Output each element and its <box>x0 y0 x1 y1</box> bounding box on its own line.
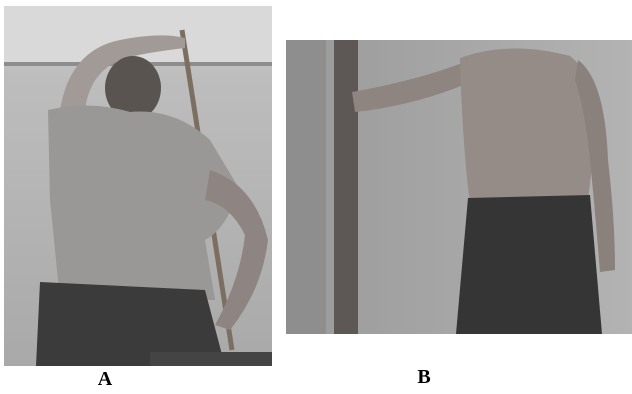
panel-label: B <box>417 366 430 388</box>
photo-a <box>4 6 272 366</box>
panel-label: A <box>98 368 113 390</box>
photo-b <box>286 40 632 334</box>
figure: A B <box>0 0 632 394</box>
